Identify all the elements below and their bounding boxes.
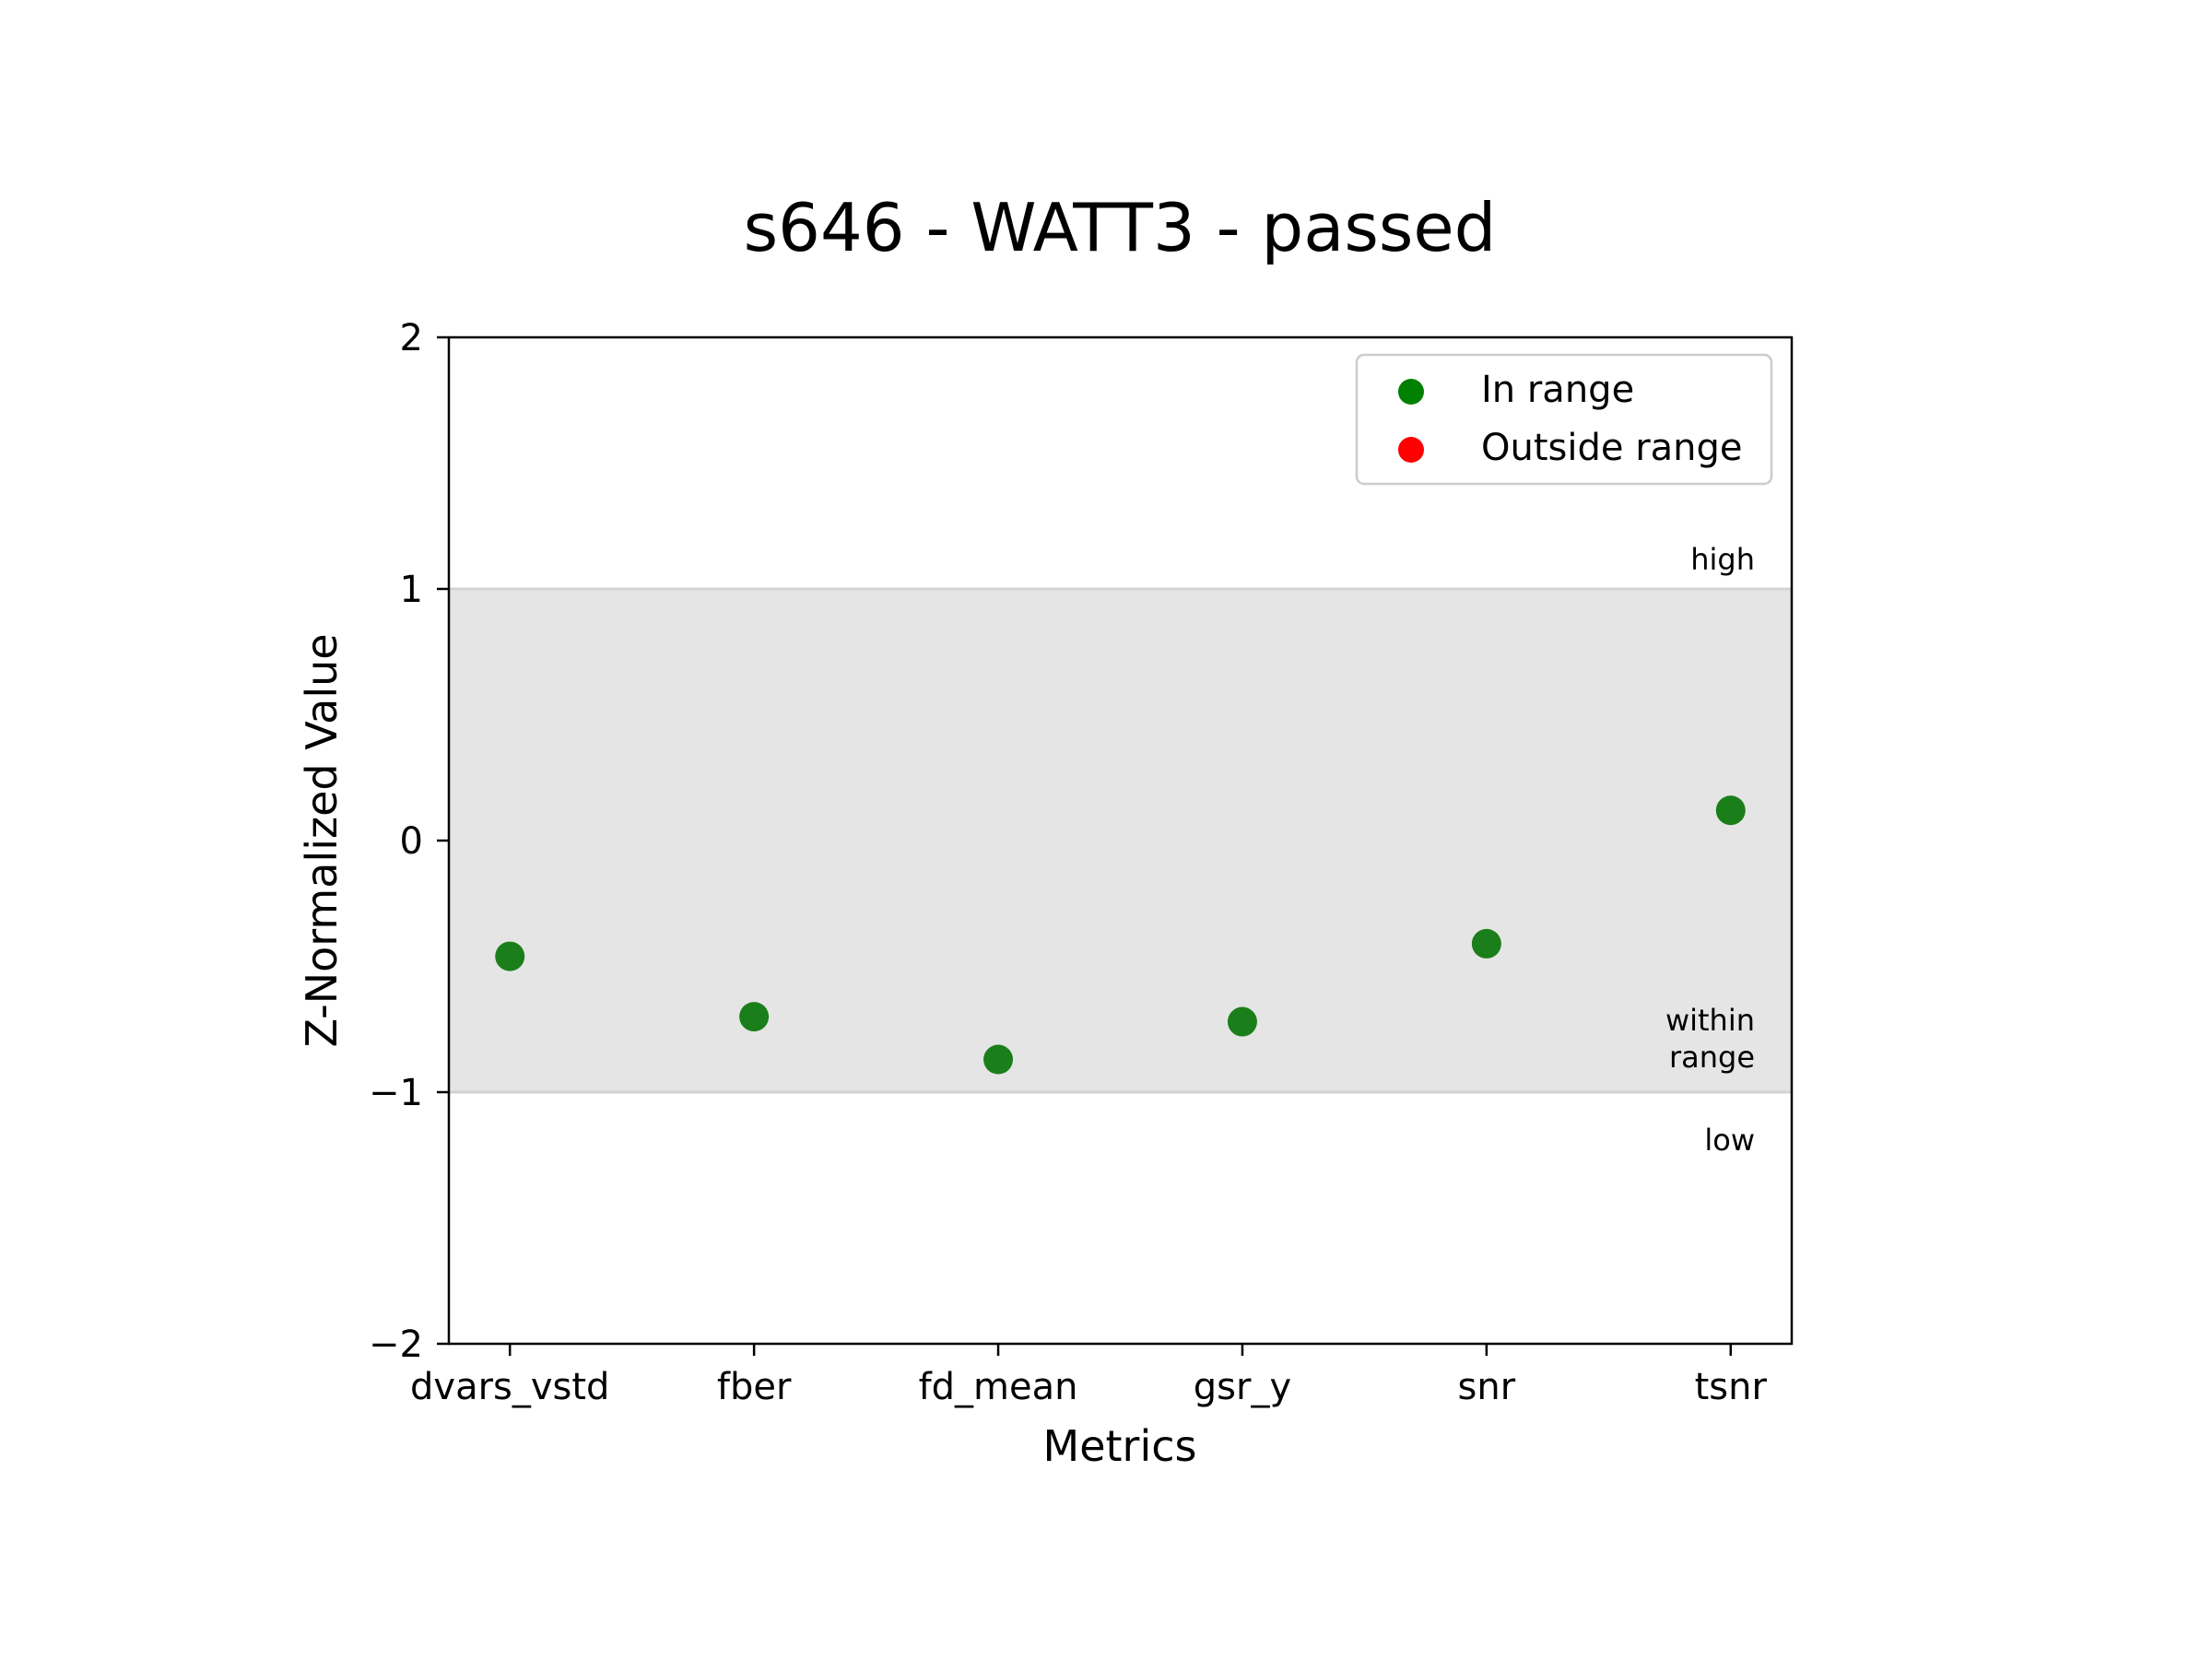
x-axis-ticks: dvars_vstd fber fd_mean gsr_y snr tsnr — [410, 1344, 1767, 1408]
legend: In range Outside range — [1355, 353, 1773, 486]
y-axis-ticks: 2 1 0 −1 −2 — [369, 317, 449, 1366]
chart-title: s646 - WATT3 - passed — [744, 189, 1497, 266]
points-layer — [495, 795, 1746, 1075]
y-axis-label: Z-Normalized Value — [297, 633, 347, 1047]
range-band — [449, 589, 1792, 1092]
data-point-fd_mean — [983, 1044, 1014, 1075]
legend-box — [1355, 353, 1773, 486]
data-point-snr — [1471, 928, 1501, 959]
x-tick-label: tsnr — [1695, 1366, 1768, 1408]
y-tick-label: −2 — [369, 1324, 423, 1366]
band-label-low: low — [1704, 1123, 1755, 1158]
band-label-within: within — [1665, 1003, 1755, 1038]
x-tick-label: dvars_vstd — [410, 1366, 609, 1408]
data-point-tsnr — [1715, 795, 1746, 826]
legend-label-in-range: In range — [1481, 369, 1634, 411]
range-band-layer — [449, 587, 1792, 1094]
y-tick-label: 0 — [400, 820, 423, 863]
legend-marker-outside-range — [1398, 437, 1424, 463]
data-point-gsr_y — [1227, 1006, 1257, 1037]
y-tick-label: 1 — [400, 569, 423, 611]
x-tick-label: fd_mean — [919, 1366, 1078, 1408]
band-label-range: range — [1669, 1040, 1755, 1075]
x-tick-label: gsr_y — [1194, 1366, 1291, 1408]
legend-marker-in-range — [1398, 379, 1424, 405]
band-label-high: high — [1690, 542, 1755, 577]
x-tick-label: fber — [717, 1366, 792, 1408]
x-tick-label: snr — [1458, 1366, 1516, 1408]
x-axis-label: Metrics — [1043, 1421, 1197, 1471]
data-point-dvars_vstd — [495, 941, 525, 971]
data-point-fber — [739, 1002, 770, 1032]
y-tick-label: 2 — [400, 317, 423, 359]
legend-label-outside-range: Outside range — [1481, 427, 1743, 469]
y-tick-label: −1 — [369, 1072, 423, 1114]
